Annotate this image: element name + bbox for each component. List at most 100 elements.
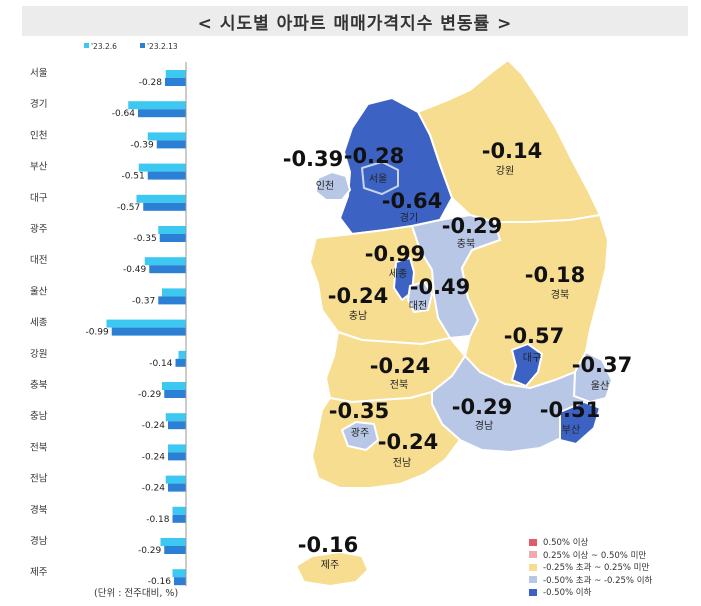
map-legend-item: -0.50% 초과 ~ -0.25% 이하 — [529, 574, 652, 587]
region-name-gwangju: 광주 — [351, 427, 369, 439]
map-legend-swatch — [529, 576, 537, 584]
bar — [147, 132, 186, 141]
map-legend-label: 0.50% 이상 — [543, 538, 589, 549]
bar — [172, 514, 186, 523]
data-label: -0.28 — [139, 78, 163, 88]
bar — [136, 194, 186, 203]
bar — [106, 319, 186, 328]
bar — [168, 444, 186, 453]
map-legend: 0.50% 이상 0.25% 이상 ~ 0.50% 미만 -0.25% 초과 ~ 0… — [529, 536, 652, 599]
category-label: 세종 — [30, 318, 48, 329]
category-label: 경북 — [30, 504, 48, 516]
data-label: -0.24 — [142, 484, 166, 494]
legend-label: '23.2.6 — [91, 42, 117, 51]
region-name-seoul: 서울 — [369, 173, 387, 185]
region-jeju[interactable] — [295, 551, 369, 587]
map-legend-swatch — [529, 563, 537, 571]
region-jeonnam[interactable] — [311, 391, 461, 489]
region-name-sejong: 세종 — [389, 268, 407, 280]
category-label: 대구 — [30, 193, 48, 204]
region-name-incheon: 인천 — [316, 180, 334, 192]
map-legend-item: -0.50% 이하 — [529, 586, 652, 599]
region-busan[interactable] — [559, 401, 601, 445]
data-label: -0.24 — [142, 421, 166, 431]
region-name-gyeongbuk: 경북 — [551, 288, 569, 301]
region-value-sejong: -0.99 — [365, 242, 426, 266]
region-daegu[interactable] — [511, 343, 543, 387]
map-legend-item: -0.25% 초과 ~ 0.25% 미만 — [529, 561, 652, 574]
region-name-gyeongnam: 경남 — [475, 419, 493, 432]
legend-swatch — [84, 43, 89, 48]
data-label: -0.51 — [121, 172, 144, 182]
map-legend-item: 0.25% 이상 ~ 0.50% 미만 — [529, 549, 652, 562]
category-label: 인천 — [30, 130, 47, 141]
data-label: -0.99 — [85, 328, 109, 338]
category-label: 서울 — [30, 68, 48, 79]
region-gwangju[interactable] — [341, 421, 379, 451]
map-labels: -0.28서울-0.64경기-0.39인천-0.14강원-0.29충북-0.99… — [283, 139, 633, 571]
region-name-jeonbuk: 전북 — [390, 379, 408, 391]
region-name-jeonnam: 전남 — [393, 457, 411, 469]
region-value-gyeongnam: -0.29 — [452, 395, 513, 419]
legend-swatch — [140, 43, 145, 48]
map-legend-swatch — [529, 588, 537, 596]
region-value-ulsan: -0.37 — [572, 353, 633, 377]
region-value-seoul: -0.28 — [344, 144, 405, 168]
data-label: -0.49 — [123, 265, 147, 275]
bar — [149, 265, 186, 274]
bar — [172, 569, 186, 578]
bar — [147, 171, 186, 180]
data-label: -0.29 — [138, 390, 162, 400]
category-label: 경남 — [30, 535, 48, 547]
bars-group: 서울 -0.28 경기 -0.64 인천 -0.39 부산 -0.51 대구 -0.57 광주 -0.… — [30, 68, 186, 587]
region-name-chungbuk: 충북 — [457, 238, 475, 250]
region-seoul[interactable] — [361, 161, 399, 195]
category-label: 광주 — [30, 223, 48, 235]
bar — [178, 350, 186, 359]
bar — [156, 140, 186, 149]
bar — [162, 382, 186, 390]
region-value-jeonbuk: -0.24 — [370, 354, 431, 378]
region-value-jeju: -0.16 — [298, 533, 359, 557]
region-daejeon[interactable] — [407, 281, 433, 313]
data-label: -0.18 — [146, 515, 170, 525]
page-title: < 시도별 아파트 매매가격지수 변동률 > — [197, 13, 513, 34]
region-name-ulsan: 울산 — [591, 380, 609, 392]
category-label: 대전 — [30, 255, 47, 266]
region-value-daegu: -0.57 — [504, 324, 565, 348]
region-value-busan: -0.51 — [540, 398, 601, 422]
bar — [168, 421, 186, 430]
region-value-jeonnam: -0.24 — [378, 430, 439, 454]
data-label: -0.16 — [148, 577, 172, 587]
bar — [162, 288, 186, 297]
bar — [164, 390, 186, 398]
data-label: -0.35 — [133, 234, 156, 244]
region-value-gyeonggi: -0.64 — [382, 189, 443, 213]
map-legend-swatch — [529, 538, 537, 546]
region-value-daejeon: -0.49 — [410, 275, 471, 299]
map-legend-label: -0.50% 초과 ~ -0.25% 이하 — [543, 575, 653, 586]
data-label: -0.39 — [130, 140, 154, 150]
region-name-jeju: 제주 — [321, 559, 339, 571]
bar — [165, 475, 186, 484]
bar — [144, 257, 186, 266]
region-value-incheon: -0.39 — [283, 147, 344, 171]
region-incheon[interactable] — [315, 171, 351, 201]
category-label: 울산 — [30, 286, 48, 297]
category-label: 경기 — [30, 98, 47, 110]
chart-legend: '23.2.6 '23.2.13 — [84, 42, 178, 51]
bar — [128, 101, 186, 110]
region-name-chungnam: 충남 — [349, 310, 367, 322]
bar — [159, 234, 186, 242]
region-value-gwangju: -0.35 — [329, 399, 390, 423]
region-name-daejeon: 대전 — [409, 300, 427, 312]
region-name-busan: 부산 — [562, 424, 580, 436]
category-label: 부산 — [30, 162, 48, 173]
bar — [172, 506, 186, 515]
map-legend-label: -0.25% 초과 ~ 0.25% 미만 — [543, 563, 650, 574]
data-label: -0.37 — [132, 296, 155, 306]
category-label: 전남 — [30, 474, 48, 485]
bar — [174, 577, 186, 586]
